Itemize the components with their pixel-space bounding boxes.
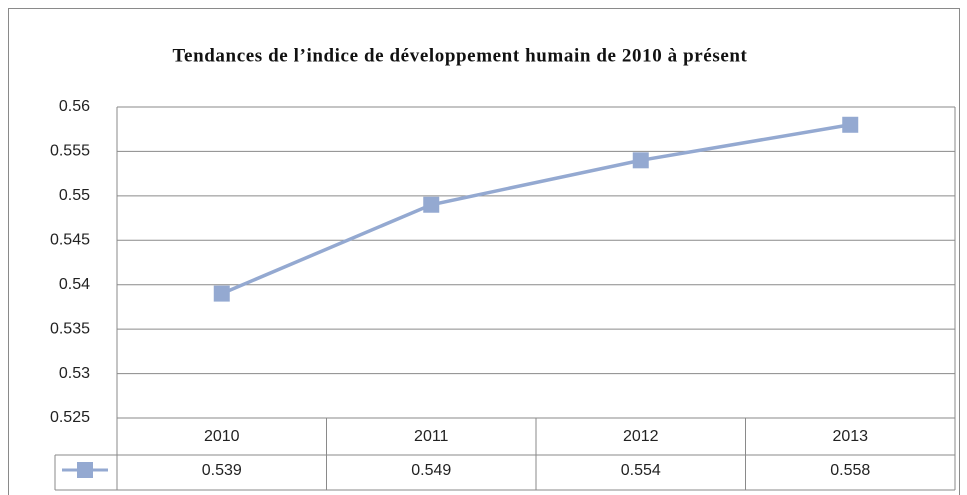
chart-border <box>8 8 960 495</box>
marker <box>842 116 859 133</box>
series-line <box>221 123 851 296</box>
legend-key-marker <box>77 462 93 478</box>
y-tick-label: 0.56 <box>59 98 90 115</box>
x-tick-label: 2010 <box>204 428 240 445</box>
chart-title: Tendances de l’indice de développement h… <box>173 45 748 66</box>
marker <box>213 285 230 302</box>
x-tick-label: 2012 <box>623 428 659 445</box>
y-tick-label: 0.555 <box>50 143 90 160</box>
table-value: 0.539 <box>202 462 242 479</box>
marker <box>632 152 649 169</box>
table-value: 0.554 <box>621 462 661 479</box>
y-tick-label: 0.54 <box>59 276 90 293</box>
y-tick-label: 0.53 <box>59 365 90 382</box>
y-tick-label: 0.525 <box>50 409 90 426</box>
y-tick-label: 0.545 <box>50 232 90 249</box>
table-value: 0.558 <box>830 462 870 479</box>
y-tick-label: 0.535 <box>50 320 90 337</box>
table-value: 0.549 <box>411 462 451 479</box>
x-tick-label: 2011 <box>414 428 449 445</box>
y-tick-label: 0.55 <box>59 187 90 204</box>
marker <box>423 196 440 213</box>
x-tick-label: 2013 <box>832 428 868 445</box>
